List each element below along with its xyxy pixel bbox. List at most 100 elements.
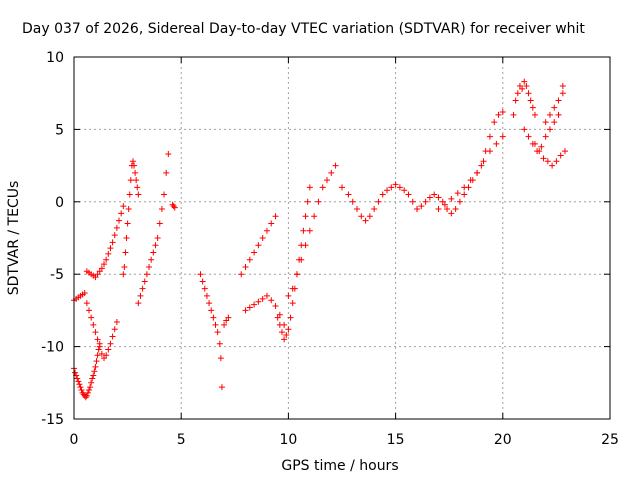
data-point — [225, 314, 232, 321]
data-point — [92, 329, 99, 336]
data-point — [105, 250, 112, 257]
data-point — [478, 162, 485, 169]
data-point — [480, 158, 487, 165]
data-point — [74, 375, 81, 382]
data-point — [133, 177, 140, 184]
x-tick-label: 5 — [177, 432, 186, 448]
chart-title: Day 037 of 2026, Sidereal Day-to-day VTE… — [22, 21, 585, 37]
data-point — [510, 111, 517, 118]
data-point — [448, 210, 455, 217]
data-point — [283, 332, 290, 339]
data-point — [486, 133, 493, 140]
data-point — [339, 184, 345, 191]
data-point — [302, 213, 309, 220]
data-point — [259, 235, 266, 241]
data-point — [553, 158, 560, 165]
data-point — [113, 318, 120, 325]
data-point — [137, 292, 144, 299]
data-point — [135, 191, 142, 198]
data-point — [456, 198, 463, 205]
data-point — [311, 213, 318, 220]
data-point — [125, 206, 132, 213]
data-point — [107, 245, 114, 252]
data-point — [116, 217, 123, 224]
data-point — [319, 184, 326, 191]
data-point — [281, 336, 288, 343]
data-point — [345, 191, 352, 198]
data-point — [107, 340, 114, 347]
x-tick-label: 25 — [601, 432, 619, 448]
data-point — [499, 133, 506, 140]
data-point — [94, 352, 101, 359]
data-point — [246, 304, 253, 311]
y-tick-label: -10 — [41, 340, 64, 356]
data-point — [212, 321, 219, 328]
data-point — [218, 384, 225, 391]
data-point — [131, 162, 138, 169]
data-point — [276, 321, 283, 328]
data-point — [551, 119, 558, 126]
data-point — [89, 375, 96, 382]
data-point — [542, 133, 549, 140]
data-point — [93, 358, 100, 365]
data-point — [87, 384, 94, 391]
data-point — [101, 261, 108, 268]
data-point — [127, 177, 134, 184]
data-point — [95, 346, 102, 353]
data-point — [315, 198, 322, 205]
data-point — [251, 301, 258, 308]
data-point — [90, 372, 97, 379]
data-point — [461, 184, 468, 191]
data-point — [148, 256, 155, 263]
data-point — [392, 181, 399, 188]
data-point — [75, 378, 82, 385]
data-point — [278, 329, 285, 336]
data-point — [86, 387, 93, 394]
data-point — [134, 184, 141, 191]
data-point — [126, 191, 133, 198]
data-point — [435, 206, 442, 213]
data-point — [300, 227, 307, 234]
data-point — [525, 90, 532, 97]
data-point — [208, 307, 215, 314]
data-point — [152, 242, 159, 249]
data-point — [88, 379, 95, 386]
data-point — [371, 206, 378, 213]
x-tick-labels: 0 5 10 15 20 25 — [70, 432, 619, 448]
data-point — [90, 321, 97, 328]
data-point — [77, 384, 84, 391]
data-point — [426, 194, 433, 201]
data-point — [158, 206, 165, 213]
data-point — [98, 350, 105, 357]
data-point — [165, 151, 172, 158]
data-point — [396, 184, 403, 191]
data-point — [418, 203, 425, 210]
data-point — [362, 217, 369, 224]
data-point — [422, 198, 429, 205]
data-point — [122, 249, 129, 256]
data-point — [495, 111, 502, 118]
data-point — [559, 90, 566, 97]
data-point — [298, 256, 305, 263]
data-point — [521, 78, 528, 85]
data-point — [221, 321, 228, 328]
data-point — [287, 314, 294, 321]
data-point — [197, 271, 204, 278]
data-point — [441, 201, 448, 208]
x-tick-label: 15 — [387, 432, 405, 448]
data-point — [109, 239, 116, 246]
data-point — [431, 191, 438, 198]
data-point — [519, 85, 526, 92]
data-point — [401, 187, 408, 194]
data-point — [242, 307, 249, 314]
x-tick-label: 10 — [279, 432, 297, 448]
data-point — [94, 336, 101, 343]
data-point — [555, 111, 562, 118]
data-point — [529, 104, 536, 111]
data-point — [349, 198, 356, 205]
data-point — [113, 224, 120, 231]
data-point — [549, 162, 556, 169]
data-point — [499, 109, 506, 116]
